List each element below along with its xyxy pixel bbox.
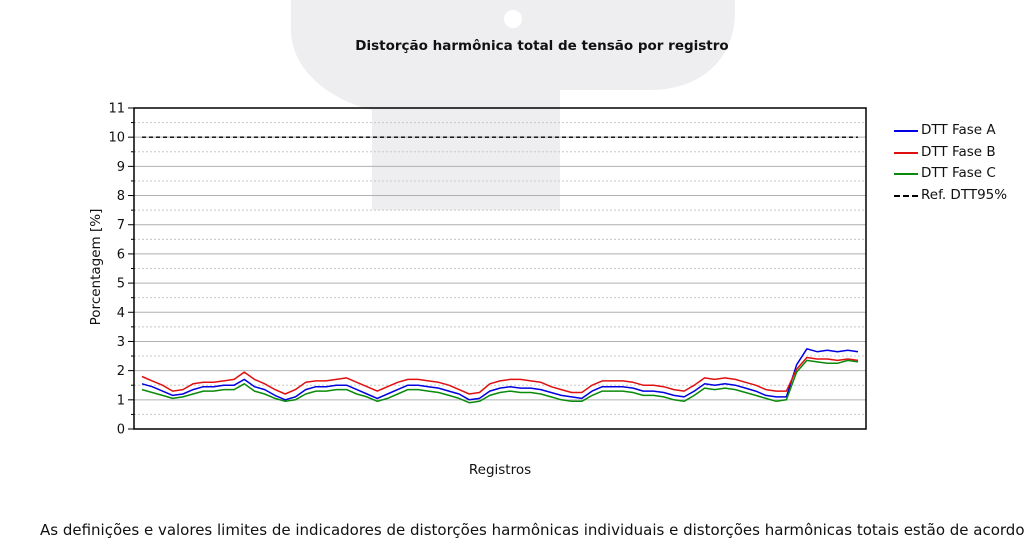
y-tick-label: 11 (108, 102, 125, 117)
axes: 0 1 2 3 4 5 6 7 8 9 10 11 (108, 102, 867, 438)
x-axis-label: Registros (468, 462, 532, 478)
legend-label-ref: Ref. DTT95% (921, 186, 1008, 203)
series-line-1 (141, 348, 859, 401)
y-tick-label: 0 (117, 423, 125, 438)
y-axis-label: Porcentagem [%] (88, 208, 104, 326)
series-line-2 (141, 356, 859, 395)
legend-swatch-fase-c (894, 173, 918, 175)
y-tick-label: 6 (117, 247, 125, 262)
legend-label-fase-c: DTT Fase C (921, 165, 996, 181)
footer-paragraph: As definições e valores limites de indic… (40, 521, 1024, 539)
legend-label-fase-b: DTT Fase B (921, 143, 996, 160)
y-tick-label: 5 (117, 277, 125, 292)
legend-swatch-ref (894, 194, 918, 197)
series-lines (141, 136, 859, 404)
y-tick-label: 10 (108, 131, 125, 146)
grid (134, 107, 866, 415)
legend-swatch-fase-b (894, 151, 918, 154)
y-tick-label: 7 (117, 218, 125, 233)
chart-title: Distorção harmônica total de tensão por … (355, 38, 729, 54)
y-tick-label: 1 (117, 393, 125, 408)
y-tick-label: 2 (117, 364, 125, 379)
y-tick-label: 3 (117, 335, 125, 350)
y-tick-label: 9 (117, 160, 125, 175)
legend-label-fase-a: DTT Fase A (921, 122, 996, 138)
legend-swatch-fase-a (894, 130, 918, 132)
y-tick-label: 8 (117, 189, 125, 204)
y-tick-label: 4 (117, 306, 125, 321)
series-line-3 (141, 359, 859, 404)
